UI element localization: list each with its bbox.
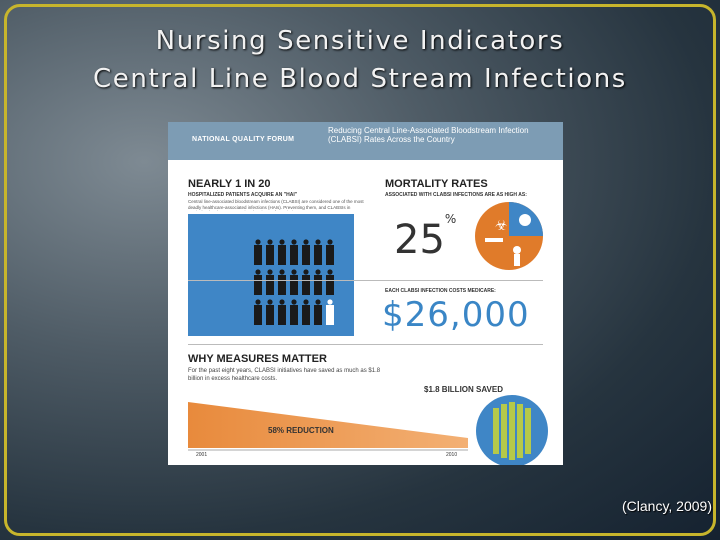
reduction-wedge-icon — [188, 402, 468, 451]
stat1-sub: HOSPITALIZED PATIENTS ACQUIRE AN "HAI" — [188, 192, 298, 198]
cost-label: EACH CLABSI INFECTION COSTS MEDICARE: — [385, 288, 496, 294]
infographic-header: NATIONAL QUALITY FORUM Reducing Central … — [168, 122, 563, 160]
mortality-pie-icon: ☣ — [475, 202, 543, 270]
year-start: 2001 — [196, 452, 208, 458]
hospital-building-graphic — [188, 204, 354, 336]
citation: (Clancy, 2009) — [621, 498, 712, 514]
mortality-title: MORTALITY RATES — [385, 178, 488, 190]
mortality-sub: ASSOCIATED WITH CLABSI INFECTIONS ARE AS… — [385, 192, 527, 198]
year-end: 2010 — [446, 452, 458, 458]
nqf-label: NATIONAL QUALITY FORUM — [192, 136, 295, 143]
saved-label: $1.8 BILLION SAVED — [424, 385, 503, 394]
mortality-value: 25% — [394, 212, 456, 263]
reduction-label: 58% REDUCTION — [268, 426, 334, 435]
stat1-title: NEARLY 1 IN 20 — [188, 178, 271, 190]
mortality-number: 25 — [394, 217, 445, 263]
patients-figures-icon — [208, 204, 334, 325]
why-body: For the past eight years, CLABSI initiat… — [188, 368, 381, 382]
slide-title-line1: Nursing Sensitive Indicators — [155, 26, 565, 56]
mortality-unit: % — [444, 211, 457, 226]
stat1-body: Central line-associated bloodstream infe… — [188, 199, 364, 211]
divider — [188, 344, 543, 345]
divider — [188, 280, 543, 281]
slide-frame — [4, 4, 716, 536]
money-globe-icon — [476, 395, 548, 465]
why-title: WHY MEASURES MATTER — [188, 353, 327, 365]
svg-text:☣: ☣ — [495, 218, 508, 234]
slide-title-line2: Central Line Blood Stream Infections — [93, 64, 627, 94]
clabsi-infographic: NATIONAL QUALITY FORUM Reducing Central … — [168, 122, 563, 465]
infographic-header-text: Reducing Central Line-Associated Bloodst… — [328, 126, 529, 144]
cost-value: $26,000 — [382, 295, 530, 335]
